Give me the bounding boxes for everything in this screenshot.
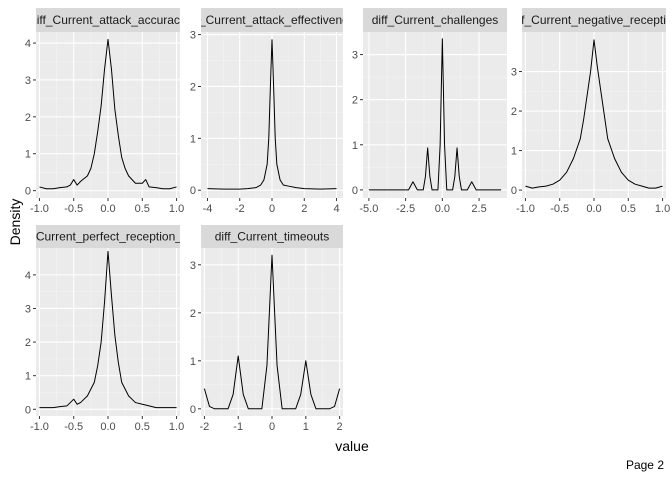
x-tick-label: -1.0 [30, 421, 49, 433]
y-tick-label: 0 [352, 185, 358, 197]
density-line [525, 39, 663, 189]
density-line [39, 250, 177, 409]
y-tick-label: 0 [25, 186, 31, 198]
facet-strip-label: diff_Current_negative_reception [509, 13, 672, 27]
y-tick-label: 1 [25, 149, 31, 161]
x-axis-title: value [335, 438, 369, 454]
panels-group: diff_Current_attack_accuracy -1.0 -0.5 0.0 0… [13, 8, 672, 433]
y-tick-label: 3 [511, 67, 517, 79]
x-tick-label: -2 [199, 421, 209, 433]
y-tick-label: 2 [190, 308, 196, 320]
x-tick-label: 0.0 [100, 421, 115, 433]
x-tick-label: 1.0 [169, 203, 184, 215]
x-tick-label: 2.5 [471, 203, 486, 215]
facet-strip-label: diff_Current_timeouts [215, 230, 330, 244]
y-tick-label: 0 [511, 185, 517, 197]
y-tick-label: 2 [352, 95, 358, 107]
y-tick-label: 2 [511, 106, 517, 118]
x-tick-label: -2.5 [396, 203, 415, 215]
facet-strip [363, 8, 507, 32]
facet-strip-label: diff_Current_perfect_reception_rate [13, 230, 203, 244]
y-tick-label: 4 [25, 38, 31, 50]
x-tick-label: 2 [337, 421, 343, 433]
x-tick-label: -0.5 [64, 203, 83, 215]
y-tick-label: 0 [25, 404, 31, 416]
y-tick-label: 1 [352, 140, 358, 152]
density-line [39, 38, 177, 190]
x-tick-label: 0.0 [586, 203, 601, 215]
x-tick-label: 2 [301, 203, 307, 215]
y-tick-label: 3 [25, 75, 31, 87]
facet-strip [522, 8, 666, 32]
facet-panel: diff_Current_timeouts -2 -1 0 1 2 0 1 2 3 [190, 225, 343, 433]
x-tick-label: 0 [269, 203, 275, 215]
y-tick-label: 0 [190, 404, 196, 416]
y-tick-label: 3 [352, 50, 358, 62]
facet-strip [201, 225, 343, 248]
y-tick-label: 2 [25, 112, 31, 124]
facet-strip [36, 225, 180, 248]
x-tick-label: -2 [235, 203, 245, 215]
x-tick-label: -1.0 [30, 203, 49, 215]
facet-strip-label: diff_Current_attack_accuracy [30, 13, 186, 27]
y-tick-label: 1 [190, 133, 196, 145]
facet-panel: diff_Current_negative_reception -1.0 -0.5 0… [509, 8, 672, 215]
x-tick-label: 1 [303, 421, 309, 433]
x-tick-label: -5.0 [359, 203, 378, 215]
facet-panel: diff_Current_perfect_reception_rate -1.0 -… [13, 225, 203, 433]
facet-panel: diff_Current_attack_accuracy -1.0 -0.5 0.0 0… [25, 8, 186, 215]
x-tick-label: 0 [269, 421, 275, 433]
density-line [207, 39, 337, 190]
facet-strip [36, 8, 180, 32]
y-tick-label: 1 [511, 146, 517, 158]
density-line [203, 254, 341, 410]
x-tick-label: -0.5 [550, 203, 569, 215]
y-tick-label: 4 [25, 270, 31, 282]
x-tick-label: 4 [333, 203, 339, 215]
facet-strip [201, 8, 343, 32]
x-tick-label: -1.0 [516, 203, 535, 215]
facet-strip-label: diff_Current_challenges [372, 13, 499, 27]
x-tick-label: -0.5 [64, 421, 83, 433]
y-tick-label: 3 [190, 260, 196, 272]
density-line [368, 38, 502, 191]
y-tick-label: 1 [25, 371, 31, 383]
y-axis-title: Density [7, 199, 23, 246]
facet-panel: diff_Current_attack_effectiveness -4 -2 0 2 4… [183, 8, 361, 215]
x-tick-label: 0.0 [435, 203, 450, 215]
x-tick-label: 0.0 [100, 203, 115, 215]
x-tick-label: -1 [233, 421, 243, 433]
y-tick-label: 3 [190, 30, 196, 42]
x-tick-label: 0.5 [621, 203, 636, 215]
panel-background [363, 32, 507, 198]
y-tick-label: 2 [190, 81, 196, 93]
page-number-label: Page 2 [625, 458, 664, 472]
y-tick-label: 0 [190, 185, 196, 197]
facet-panel: diff_Current_challenges -5.0 -2.5 0.0 2.5 0 1 2… [352, 8, 507, 215]
x-tick-label: -4 [203, 203, 213, 215]
x-tick-label: 1.0 [655, 203, 670, 215]
y-tick-label: 3 [25, 303, 31, 315]
x-tick-label: 0.5 [135, 421, 150, 433]
facet-strip-label: diff_Current_attack_effectiveness [183, 13, 361, 27]
x-tick-label: 0.5 [135, 203, 150, 215]
x-tick-label: 1.0 [169, 421, 184, 433]
y-tick-label: 1 [190, 356, 196, 368]
y-tick-label: 2 [25, 337, 31, 349]
